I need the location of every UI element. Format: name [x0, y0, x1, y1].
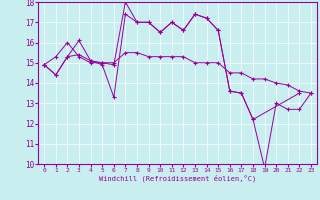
- X-axis label: Windchill (Refroidissement éolien,°C): Windchill (Refroidissement éolien,°C): [99, 175, 256, 182]
